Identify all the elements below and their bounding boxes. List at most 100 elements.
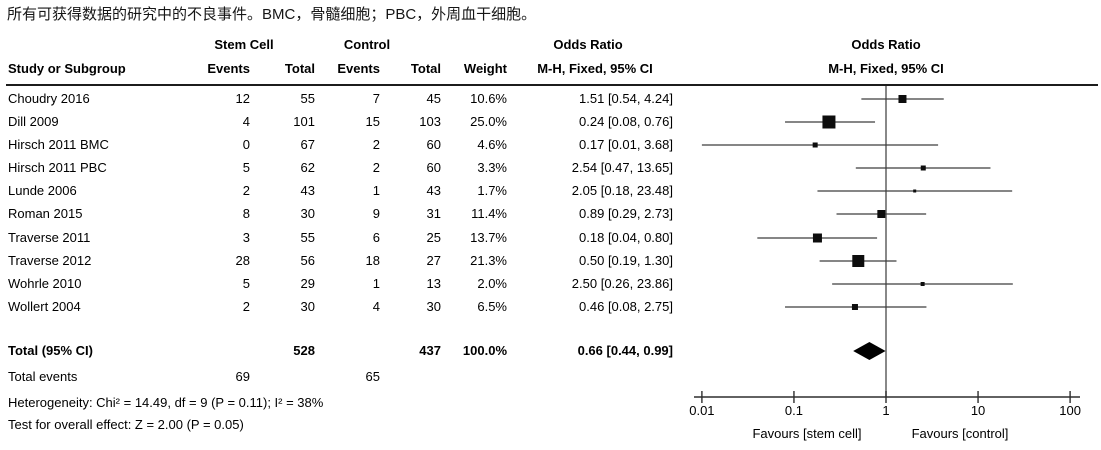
control-total: 43 — [426, 183, 441, 198]
stem-events-header: Events — [207, 61, 250, 76]
odds-ratio-table-header: Odds Ratio — [553, 37, 623, 52]
overall-effect-stat: Test for overall effect: Z = 2.00 (P = 0… — [8, 417, 244, 432]
study-name: Choudry 2016 — [8, 91, 90, 106]
effect-marker — [898, 95, 907, 103]
study-or-ci: 0.50 [0.19, 1.30] — [579, 253, 673, 268]
control-total: 13 — [426, 276, 441, 291]
mh-fixed-plot-header: M-H, Fixed, 95% CI — [828, 61, 944, 76]
study-weight: 4.6% — [477, 137, 507, 152]
control-total-header: Total — [410, 61, 441, 76]
axis-tick-label: 0.1 — [784, 403, 803, 418]
favours-right-label: Favours [control] — [911, 426, 1009, 441]
control-events: 7 — [372, 91, 380, 106]
control-total: 45 — [426, 91, 441, 106]
study-or-ci: 2.54 [0.47, 13.65] — [571, 160, 673, 175]
stem-total: 101 — [293, 114, 315, 129]
study-weight: 11.4% — [471, 206, 507, 221]
stem-total: 43 — [300, 183, 315, 198]
study-weight: 10.6% — [470, 91, 507, 106]
study-or-ci: 1.51 [0.54, 4.24] — [579, 91, 673, 106]
stem-events: 3 — [242, 230, 250, 245]
stem-events: 12 — [235, 91, 250, 106]
total-row-label: Total (95% CI) — [8, 343, 93, 358]
axis-tick-label: 1 — [882, 403, 890, 418]
total-control-n: 437 — [419, 343, 441, 358]
control-events: 9 — [372, 206, 380, 221]
stem-total-header: Total — [284, 61, 315, 76]
header-divider — [6, 84, 1098, 86]
control-events: 15 — [365, 114, 380, 129]
stem-events: 0 — [242, 137, 250, 152]
control-events: 1 — [372, 276, 380, 291]
effect-marker — [877, 210, 886, 218]
stem-total: 62 — [300, 160, 315, 175]
stem-total: 30 — [300, 299, 315, 314]
heterogeneity-stat: Heterogeneity: Chi² = 14.49, df = 9 (P =… — [8, 395, 324, 410]
total-or-ci: 0.66 [0.44, 0.99] — [577, 343, 673, 358]
stem-total: 56 — [300, 253, 315, 268]
study-name: Hirsch 2011 PBC — [8, 160, 107, 175]
total-weight: 100.0% — [462, 343, 507, 358]
column-group-stem-cell: Stem Cell — [214, 37, 274, 52]
mh-fixed-table-header: M-H, Fixed, 95% CI — [537, 61, 653, 76]
study-name: Wollert 2004 — [8, 299, 81, 314]
control-total: 27 — [426, 253, 441, 268]
stem-events: 5 — [242, 160, 250, 175]
study-or-ci: 2.50 [0.26, 23.86] — [571, 276, 673, 291]
study-name: Traverse 2012 — [8, 253, 92, 268]
study-weight: 3.3% — [477, 160, 507, 175]
odds-ratio-plot-header: Odds Ratio — [851, 37, 921, 52]
stem-events: 28 — [235, 253, 250, 268]
figure-caption: 所有可获得数据的研究中的不良事件。BMC，骨髓细胞；PBC，外周血干细胞。 — [7, 6, 537, 23]
control-total: 25 — [426, 230, 441, 245]
stem-events: 2 — [242, 183, 250, 198]
study-name: Traverse 2011 — [8, 230, 91, 245]
control-total: 30 — [426, 299, 441, 314]
total-stem-n: 528 — [293, 343, 315, 358]
axis-tick-label: 100 — [1059, 403, 1081, 418]
effect-marker — [812, 233, 822, 243]
study-or-ci: 0.17 [0.01, 3.68] — [579, 137, 673, 152]
study-or-ci: 0.89 [0.29, 2.73] — [579, 206, 673, 221]
total-events-label: Total events — [8, 369, 78, 384]
study-weight: 6.5% — [477, 299, 507, 314]
total-events-control: 65 — [365, 369, 380, 384]
effect-marker — [822, 115, 836, 129]
control-total: 60 — [426, 137, 441, 152]
control-events-header: Events — [337, 61, 380, 76]
stem-events: 4 — [242, 114, 250, 129]
stem-total: 67 — [300, 137, 315, 152]
study-column-header: Study or Subgroup — [8, 61, 126, 76]
stem-total: 30 — [300, 206, 315, 221]
study-or-ci: 2.05 [0.18, 23.48] — [571, 183, 673, 198]
control-total: 31 — [426, 206, 441, 221]
study-name: Lunde 2006 — [8, 183, 77, 198]
control-total: 103 — [419, 114, 441, 129]
effect-marker — [851, 304, 858, 310]
stem-total: 55 — [300, 230, 315, 245]
study-name: Roman 2015 — [8, 206, 83, 221]
pooled-diamond — [853, 342, 886, 360]
study-weight: 1.7% — [477, 183, 507, 198]
stem-total: 55 — [300, 91, 315, 106]
favours-left-label: Favours [stem cell] — [752, 426, 862, 441]
effect-marker — [920, 165, 926, 171]
study-weight: 25.0% — [470, 114, 507, 129]
study-name: Wohrle 2010 — [8, 276, 82, 291]
stem-total: 29 — [300, 276, 315, 291]
total-events-stem: 69 — [235, 369, 250, 384]
study-or-ci: 0.46 [0.08, 2.75] — [579, 299, 673, 314]
effect-marker — [920, 282, 925, 286]
control-events: 1 — [372, 183, 380, 198]
effect-marker — [812, 142, 818, 148]
control-events: 4 — [372, 299, 380, 314]
study-or-ci: 0.18 [0.04, 0.80] — [579, 230, 673, 245]
stem-events: 2 — [242, 299, 250, 314]
study-weight: 13.7% — [470, 230, 507, 245]
control-events: 18 — [365, 253, 380, 268]
axis-tick-label: 10 — [970, 403, 986, 418]
axis-tick-label: 0.01 — [689, 403, 715, 418]
control-events: 2 — [372, 137, 380, 152]
